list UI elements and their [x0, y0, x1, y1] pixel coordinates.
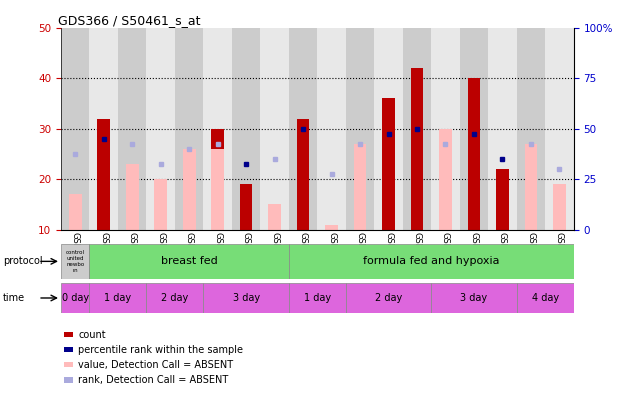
- Bar: [89, 244, 289, 279]
- Text: control
united
newbo
rn: control united newbo rn: [65, 250, 85, 272]
- Text: value, Detection Call = ABSENT: value, Detection Call = ABSENT: [78, 360, 233, 370]
- Bar: [297, 118, 310, 230]
- Bar: [325, 225, 338, 230]
- Bar: [488, 28, 517, 230]
- Text: GDS366 / S50461_s_at: GDS366 / S50461_s_at: [58, 13, 201, 27]
- Bar: [69, 194, 81, 230]
- Bar: [203, 28, 232, 230]
- Bar: [524, 144, 537, 230]
- Bar: [183, 149, 196, 230]
- Text: rank, Detection Call = ABSENT: rank, Detection Call = ABSENT: [78, 375, 228, 385]
- Bar: [374, 28, 403, 230]
- Bar: [345, 283, 431, 313]
- Bar: [61, 244, 89, 279]
- Text: 1 day: 1 day: [104, 293, 131, 303]
- Bar: [203, 283, 289, 313]
- Bar: [89, 283, 146, 313]
- Bar: [345, 28, 374, 230]
- Bar: [354, 144, 367, 230]
- Text: 4 day: 4 day: [531, 293, 559, 303]
- Text: count: count: [78, 329, 106, 340]
- Bar: [439, 129, 452, 230]
- Bar: [517, 28, 545, 230]
- Bar: [146, 28, 175, 230]
- Bar: [411, 68, 424, 230]
- Text: 2 day: 2 day: [162, 293, 188, 303]
- Bar: [545, 28, 574, 230]
- Bar: [496, 169, 509, 230]
- Text: 3 day: 3 day: [460, 293, 488, 303]
- Bar: [61, 28, 89, 230]
- Text: 1 day: 1 day: [304, 293, 331, 303]
- Bar: [260, 28, 289, 230]
- Bar: [289, 28, 317, 230]
- Text: breast fed: breast fed: [161, 256, 217, 267]
- Bar: [403, 28, 431, 230]
- Bar: [154, 179, 167, 230]
- Bar: [211, 129, 224, 230]
- Text: 2 day: 2 day: [375, 293, 402, 303]
- Bar: [460, 28, 488, 230]
- Bar: [240, 184, 253, 230]
- Bar: [467, 78, 480, 230]
- Bar: [517, 283, 574, 313]
- Text: protocol: protocol: [3, 256, 43, 267]
- Text: time: time: [3, 293, 26, 303]
- Bar: [61, 283, 89, 313]
- Bar: [431, 283, 517, 313]
- Bar: [118, 28, 146, 230]
- Bar: [382, 98, 395, 230]
- Bar: [126, 164, 138, 230]
- Bar: [317, 28, 345, 230]
- Bar: [89, 28, 118, 230]
- Text: 3 day: 3 day: [233, 293, 260, 303]
- Text: formula fed and hypoxia: formula fed and hypoxia: [363, 256, 499, 267]
- Bar: [175, 28, 203, 230]
- Bar: [289, 283, 345, 313]
- Text: 0 day: 0 day: [62, 293, 88, 303]
- Text: percentile rank within the sample: percentile rank within the sample: [78, 345, 243, 355]
- Bar: [553, 184, 566, 230]
- Bar: [268, 204, 281, 230]
- Bar: [431, 28, 460, 230]
- Bar: [232, 28, 260, 230]
- Bar: [97, 118, 110, 230]
- Bar: [146, 283, 203, 313]
- Bar: [211, 149, 224, 230]
- Bar: [289, 244, 574, 279]
